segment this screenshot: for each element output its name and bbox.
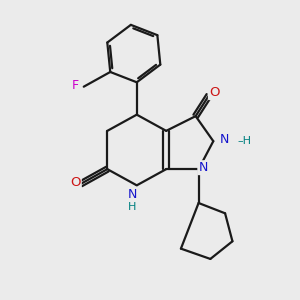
Text: N: N bbox=[220, 133, 229, 146]
Text: N: N bbox=[198, 161, 208, 174]
Text: O: O bbox=[209, 86, 219, 99]
Text: N: N bbox=[128, 188, 137, 201]
Text: –H: –H bbox=[238, 136, 251, 146]
Text: F: F bbox=[72, 79, 79, 92]
Text: O: O bbox=[70, 176, 81, 189]
Text: H: H bbox=[128, 202, 136, 212]
